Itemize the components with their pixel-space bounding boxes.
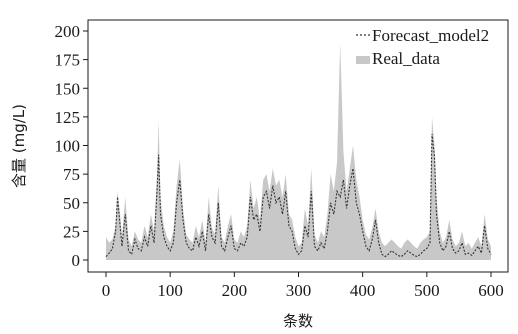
legend: Forecast_model2 Real_data [356,26,489,68]
y-tick-label: 175 [55,51,81,70]
legend-swatch-real [356,56,370,64]
x-tick-label: 200 [222,281,248,300]
x-tick-label: 100 [157,281,183,300]
x-tick-label: 300 [286,281,312,300]
x-axis-title: 条数 [283,312,313,330]
x-tick-label: 0 [102,281,111,300]
x-tick-label: 400 [350,281,376,300]
y-axis: 0 25 50 75 100 125 150 175 200 [55,22,88,270]
y-tick-label: 125 [55,108,81,127]
y-tick-label: 100 [55,137,81,156]
y-tick-label: 50 [63,194,80,213]
y-axis-title: 含量 (mg/L) [10,104,28,188]
y-tick-label: 0 [72,251,81,270]
series-forecast-model2-line [105,133,492,258]
y-tick-label: 200 [55,22,81,41]
y-tick-label: 25 [63,222,80,241]
x-tick-label: 600 [478,281,504,300]
x-axis: 0 100 200 300 400 500 600 [102,272,504,300]
y-tick-label: 75 [63,165,80,184]
legend-label-forecast: Forecast_model2 [372,26,489,45]
x-tick-label: 500 [414,281,440,300]
legend-label-real: Real_data [372,49,440,68]
y-tick-label: 150 [55,79,81,98]
plot-area [105,42,492,260]
